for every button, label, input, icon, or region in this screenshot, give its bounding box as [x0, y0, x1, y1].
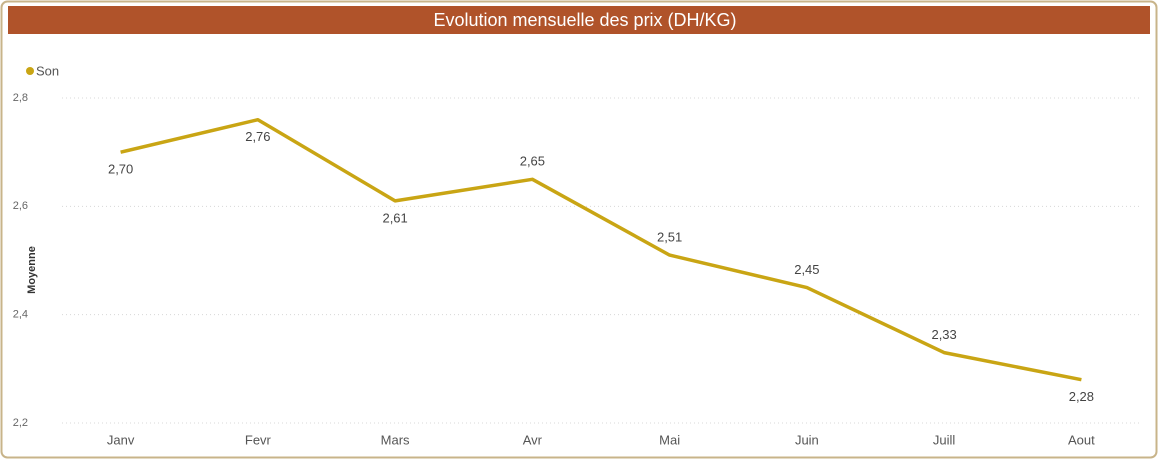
data-label: 2,45 — [794, 262, 819, 277]
data-label: 2,76 — [245, 129, 270, 144]
x-tick-label: Fevr — [245, 432, 272, 447]
data-label: 2,33 — [931, 327, 956, 342]
data-label: 2,61 — [382, 210, 407, 225]
line — [120, 117, 1082, 382]
title-bar — [8, 6, 1150, 34]
x-tick-label: Mai — [659, 432, 680, 447]
x-tick-label: Aout — [1068, 432, 1095, 447]
data-label: 2,28 — [1069, 389, 1094, 404]
data-label: 2,51 — [657, 230, 682, 245]
x-tick-label: Avr — [523, 432, 543, 447]
data-label: 2,65 — [520, 154, 545, 169]
x-tick-label: Juin — [795, 432, 819, 447]
x-tick-label: Mars — [381, 432, 410, 447]
chart-title: Evolution mensuelle des prix (DH/KG) — [433, 10, 736, 30]
y-tick-label: 2,6 — [13, 200, 28, 212]
legend-label: Son — [36, 63, 59, 78]
y-tick-label: 2,8 — [13, 92, 28, 104]
x-tick-label: Janv — [107, 432, 135, 447]
y-tick-label: 2,4 — [13, 309, 28, 321]
data-label: 2,70 — [108, 162, 133, 177]
y-tick-label: 2,2 — [13, 417, 28, 429]
y-axis-label: Moyenne — [26, 246, 38, 294]
legend-marker — [26, 67, 34, 75]
x-tick-label: Juill — [933, 432, 956, 447]
